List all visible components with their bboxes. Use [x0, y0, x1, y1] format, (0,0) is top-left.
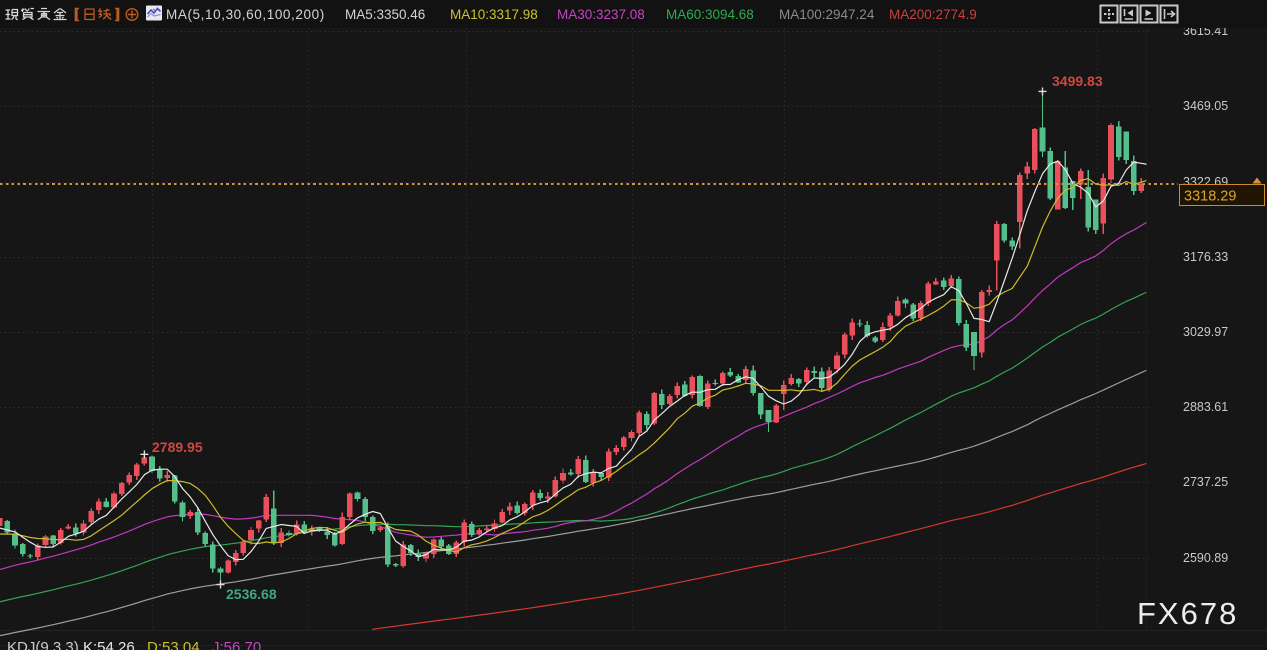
svg-text:MA5:3350.46: MA5:3350.46: [345, 7, 425, 22]
svg-text:3318.29: 3318.29: [1184, 189, 1236, 205]
svg-text:FX678: FX678: [1137, 596, 1238, 631]
svg-text:3469.05: 3469.05: [1183, 99, 1228, 113]
svg-text:MA100:2947.24: MA100:2947.24: [779, 7, 875, 22]
svg-text:MA(5,10,30,60,100,200): MA(5,10,30,60,100,200): [166, 7, 325, 22]
svg-text:D:53.04: D:53.04: [147, 639, 200, 650]
svg-text:2789.95: 2789.95: [152, 439, 203, 455]
svg-text:2536.68: 2536.68: [226, 586, 277, 602]
svg-text:J:56.70: J:56.70: [212, 639, 261, 650]
svg-text:3176.33: 3176.33: [1183, 250, 1228, 264]
svg-text:MA10:3317.98: MA10:3317.98: [450, 7, 538, 22]
svg-text:2737.25: 2737.25: [1183, 475, 1228, 489]
svg-text:3029.97: 3029.97: [1183, 325, 1228, 339]
svg-text:MA200:2774.9: MA200:2774.9: [889, 7, 977, 22]
svg-text:2883.61: 2883.61: [1183, 400, 1228, 414]
svg-text:3499.83: 3499.83: [1052, 73, 1103, 89]
svg-text:KDJ(9,3,3): KDJ(9,3,3): [7, 639, 79, 650]
svg-text:MA30:3237.08: MA30:3237.08: [557, 7, 645, 22]
svg-text:2590.89: 2590.89: [1183, 551, 1228, 565]
svg-text:MA60:3094.68: MA60:3094.68: [666, 7, 754, 22]
svg-text:K:54.26: K:54.26: [83, 639, 135, 650]
